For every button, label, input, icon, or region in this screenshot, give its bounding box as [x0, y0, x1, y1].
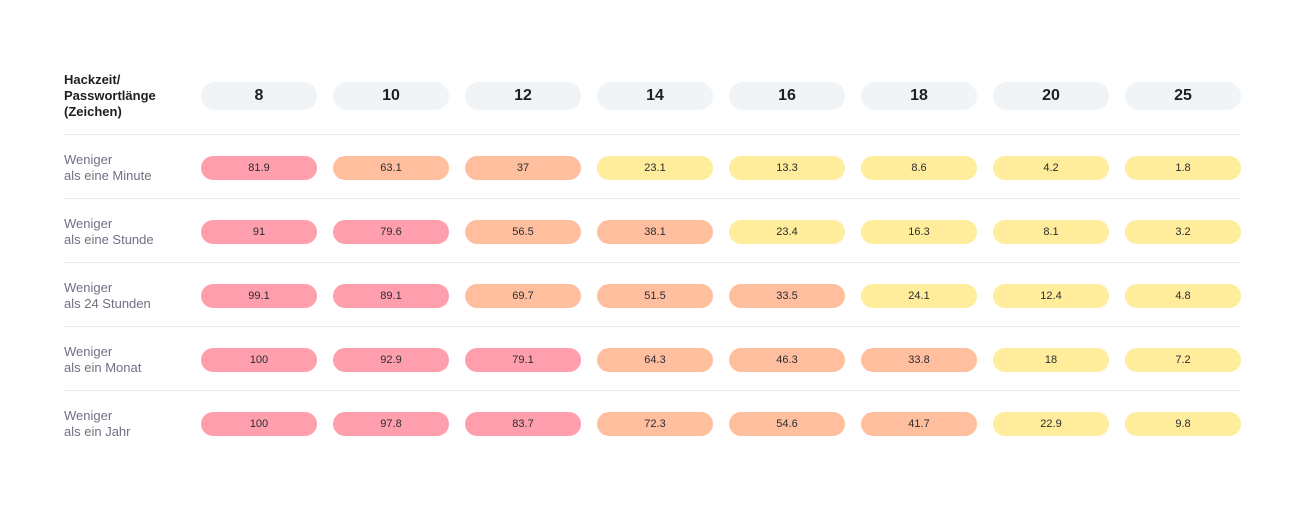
value-cell: 22.9	[993, 412, 1109, 436]
value-cell: 83.7	[465, 412, 581, 436]
value-cell: 97.8	[333, 412, 449, 436]
row-divider	[64, 134, 1240, 135]
value-cell: 9.8	[1125, 412, 1241, 436]
value-cell: 79.6	[333, 220, 449, 244]
value-cell: 54.6	[729, 412, 845, 436]
row-divider	[64, 390, 1240, 391]
value-cell: 3.2	[1125, 220, 1241, 244]
row-header-line: Weniger	[64, 152, 113, 167]
column-header-8: 8	[201, 82, 317, 110]
column-header-12: 12	[465, 82, 581, 110]
value-cell: 8.6	[861, 156, 977, 180]
corner-header: Hackzeit/ Passwortlänge (Zeichen)	[64, 72, 194, 120]
row-divider	[64, 326, 1240, 327]
value-cell: 4.2	[993, 156, 1109, 180]
row-header-line: Weniger	[64, 216, 113, 231]
value-cell: 24.1	[861, 284, 977, 308]
row-header-line: als eine Stunde	[64, 232, 154, 247]
value-cell: 13.3	[729, 156, 845, 180]
value-cell: 56.5	[465, 220, 581, 244]
column-header-18: 18	[861, 82, 977, 110]
value-cell: 1.8	[1125, 156, 1241, 180]
row-divider	[64, 262, 1240, 263]
column-header-14: 14	[597, 82, 713, 110]
value-cell: 7.2	[1125, 348, 1241, 372]
value-cell: 91	[201, 220, 317, 244]
value-cell: 16.3	[861, 220, 977, 244]
row-header: Weniger als 24 Stunden	[64, 280, 194, 312]
value-cell: 23.4	[729, 220, 845, 244]
row-header-line: Weniger	[64, 408, 113, 423]
value-cell: 89.1	[333, 284, 449, 308]
value-cell: 63.1	[333, 156, 449, 180]
value-cell: 100	[201, 412, 317, 436]
value-cell: 46.3	[729, 348, 845, 372]
corner-header-line-2: Passwortlänge	[64, 88, 156, 103]
value-cell: 51.5	[597, 284, 713, 308]
corner-header-line-3: (Zeichen)	[64, 104, 122, 119]
value-cell: 99.1	[201, 284, 317, 308]
value-cell: 4.8	[1125, 284, 1241, 308]
column-header-16: 16	[729, 82, 845, 110]
value-cell: 18	[993, 348, 1109, 372]
value-cell: 33.8	[861, 348, 977, 372]
value-cell: 92.9	[333, 348, 449, 372]
value-cell: 41.7	[861, 412, 977, 436]
corner-header-line-1: Hackzeit/	[64, 72, 121, 87]
row-header-line: als ein Jahr	[64, 424, 131, 439]
value-cell: 100	[201, 348, 317, 372]
value-cell: 37	[465, 156, 581, 180]
value-cell: 23.1	[597, 156, 713, 180]
column-header-20: 20	[993, 82, 1109, 110]
value-cell: 33.5	[729, 284, 845, 308]
value-cell: 79.1	[465, 348, 581, 372]
column-header-25: 25	[1125, 82, 1241, 110]
column-header-10: 10	[333, 82, 449, 110]
value-cell: 12.4	[993, 284, 1109, 308]
value-cell: 69.7	[465, 284, 581, 308]
row-header-line: als ein Monat	[64, 360, 142, 375]
value-cell: 81.9	[201, 156, 317, 180]
row-divider	[64, 198, 1240, 199]
row-header-line: als 24 Stunden	[64, 296, 151, 311]
value-cell: 72.3	[597, 412, 713, 436]
row-header: Weniger als eine Minute	[64, 152, 194, 184]
row-header-line: Weniger	[64, 280, 113, 295]
value-cell: 8.1	[993, 220, 1109, 244]
row-header: Weniger als ein Monat	[64, 344, 194, 376]
row-header-line: Weniger	[64, 344, 113, 359]
value-cell: 64.3	[597, 348, 713, 372]
row-header-line: als eine Minute	[64, 168, 152, 183]
value-cell: 38.1	[597, 220, 713, 244]
row-header: Weniger als ein Jahr	[64, 408, 194, 440]
row-header: Weniger als eine Stunde	[64, 216, 194, 248]
